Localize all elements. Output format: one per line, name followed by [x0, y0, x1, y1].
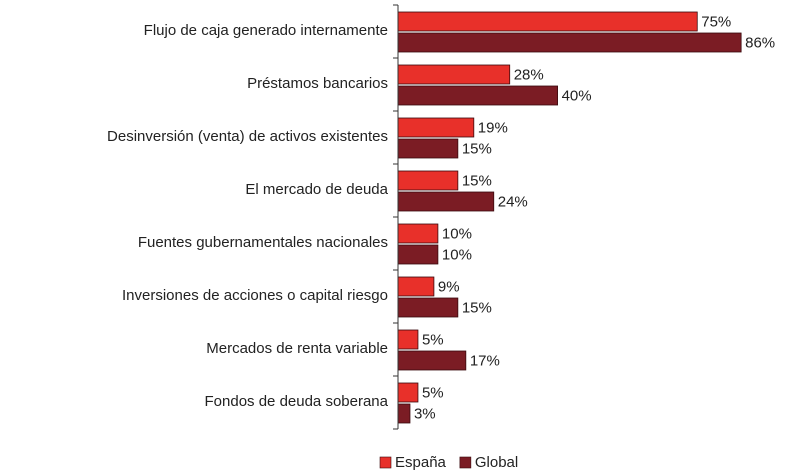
value-label: 19% — [478, 119, 508, 136]
value-label: 3% — [414, 405, 436, 422]
bar — [397, 11, 698, 32]
value-label: 17% — [470, 352, 500, 369]
value-label: 15% — [462, 172, 492, 189]
value-label: 5% — [422, 384, 444, 401]
bar — [397, 170, 459, 191]
legend-label: Global — [475, 454, 518, 471]
value-label: 5% — [422, 331, 444, 348]
value-label: 24% — [498, 193, 528, 210]
category-label: Inversiones de acciones o capital riesgo — [122, 287, 388, 304]
category-label: Flujo de caja generado internamente — [144, 22, 388, 39]
category-label: Fuentes gubernamentales nacionales — [138, 234, 388, 251]
bar — [397, 244, 439, 265]
value-label: 86% — [745, 34, 775, 51]
legend-label: España — [395, 454, 447, 471]
legend-swatch — [379, 456, 392, 469]
bar — [397, 64, 511, 85]
category-label: Préstamos bancarios — [247, 75, 388, 92]
value-label: 10% — [442, 225, 472, 242]
value-label: 9% — [438, 278, 460, 295]
category-label: El mercado de deuda — [245, 181, 388, 198]
bar — [397, 138, 459, 159]
value-label: 75% — [701, 13, 731, 30]
legend-swatch — [459, 456, 472, 469]
bar — [397, 403, 411, 424]
value-label: 10% — [442, 246, 472, 263]
bar — [397, 276, 435, 297]
bar — [397, 85, 559, 106]
value-label: 15% — [462, 140, 492, 157]
value-label: 15% — [462, 299, 492, 316]
bar — [397, 350, 467, 371]
bar — [397, 223, 439, 244]
value-label: 28% — [514, 66, 544, 83]
bar — [397, 32, 742, 53]
bar — [397, 382, 419, 403]
bar — [397, 117, 475, 138]
value-label: 40% — [562, 87, 592, 104]
category-label: Desinversión (venta) de activos existent… — [107, 128, 388, 145]
bar — [397, 297, 459, 318]
category-label: Fondos de deuda soberana — [205, 393, 389, 410]
bar — [397, 191, 495, 212]
category-label: Mercados de renta variable — [206, 340, 388, 357]
bar — [397, 329, 419, 350]
